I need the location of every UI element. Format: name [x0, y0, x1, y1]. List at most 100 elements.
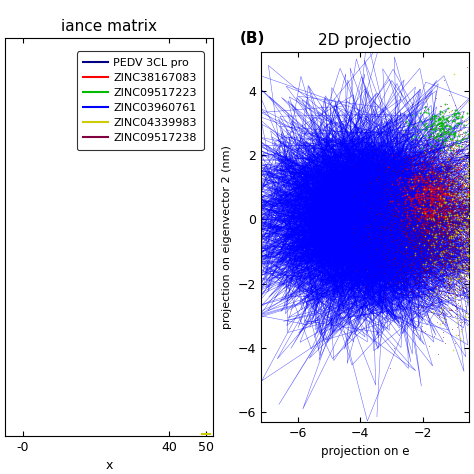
Point [444, 245, 452, 253]
Point [409, 201, 416, 208]
Point [457, 212, 465, 220]
Point [459, 221, 467, 229]
Point [442, 216, 450, 223]
Point [423, 244, 431, 252]
Point [441, 242, 448, 249]
Point [458, 211, 465, 219]
Point [469, 242, 474, 250]
Point [431, 234, 439, 241]
Point [451, 249, 459, 256]
Point [402, 204, 410, 211]
Point [466, 202, 474, 210]
Point [450, 192, 458, 200]
Point [424, 234, 431, 242]
Point [432, 285, 439, 292]
Point [428, 215, 436, 223]
Point [453, 244, 461, 251]
Point [403, 210, 410, 217]
Point [406, 186, 414, 194]
Point [438, 117, 446, 124]
Point [421, 229, 429, 237]
Point [445, 133, 452, 140]
Point [439, 257, 447, 264]
Point [455, 219, 462, 226]
Point [429, 198, 437, 206]
Point [464, 213, 471, 220]
Point [445, 165, 452, 173]
Point [428, 220, 436, 228]
Point [459, 215, 467, 223]
Point [459, 249, 467, 257]
Point [447, 198, 455, 205]
Point [440, 218, 448, 225]
Point [453, 254, 460, 261]
Point [464, 181, 471, 188]
Point [420, 229, 428, 237]
Point [418, 201, 426, 209]
Point [419, 275, 427, 283]
Point [435, 218, 443, 226]
Point [440, 202, 447, 210]
Point [441, 165, 448, 173]
Point [420, 207, 428, 214]
Point [466, 246, 474, 254]
Point [465, 233, 473, 240]
Point [438, 223, 446, 230]
Point [435, 182, 443, 190]
Point [423, 237, 430, 245]
Point [427, 200, 435, 207]
Point [388, 230, 396, 237]
Point [431, 196, 439, 204]
Point [411, 153, 419, 161]
Point [450, 193, 458, 201]
Point [415, 220, 422, 228]
Point [465, 276, 473, 283]
Point [443, 168, 451, 175]
Point [405, 129, 412, 137]
Point [454, 187, 461, 195]
Point [441, 241, 449, 249]
Point [445, 161, 453, 169]
Point [446, 179, 453, 187]
Point [437, 206, 445, 213]
Point [435, 194, 442, 202]
Point [470, 210, 474, 218]
Point [401, 176, 409, 184]
Point [455, 265, 463, 273]
Point [460, 251, 467, 258]
Point [453, 147, 460, 155]
Point [473, 239, 474, 246]
Point [433, 274, 440, 282]
Point [441, 248, 448, 256]
Point [457, 142, 465, 149]
Point [444, 218, 451, 225]
Point [455, 228, 463, 235]
Point [456, 183, 464, 191]
Point [416, 217, 423, 224]
Point [424, 211, 432, 219]
Point [472, 225, 474, 233]
Point [383, 203, 390, 210]
Point [449, 147, 456, 155]
Point [456, 177, 464, 185]
Point [423, 213, 431, 220]
Point [427, 210, 434, 218]
Point [457, 204, 465, 212]
Point [471, 186, 474, 193]
Point [434, 136, 441, 144]
Point [452, 221, 460, 228]
Point [394, 209, 401, 216]
Point [386, 365, 393, 372]
Point [418, 206, 426, 213]
Point [470, 235, 474, 242]
Point [415, 239, 423, 247]
Point [449, 178, 457, 185]
Point [441, 170, 448, 178]
Point [419, 160, 427, 168]
Point [420, 262, 428, 269]
Point [423, 258, 431, 266]
Point [472, 256, 474, 264]
Point [388, 223, 395, 230]
Point [447, 177, 454, 185]
Point [433, 164, 440, 171]
